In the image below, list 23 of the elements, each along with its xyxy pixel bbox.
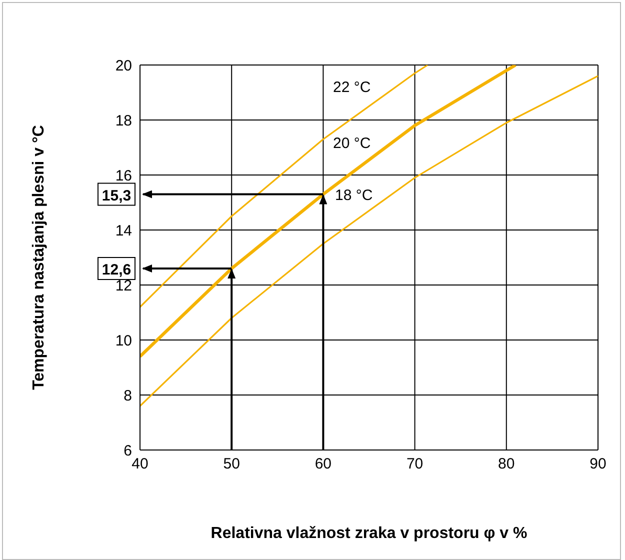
y-tick-label: 8 bbox=[124, 387, 132, 404]
series-label: 20 °C bbox=[333, 135, 371, 152]
y-tick-label: 12 bbox=[115, 277, 132, 294]
y-tick-label: 18 bbox=[115, 112, 132, 130]
y-tick-label: 6 bbox=[124, 442, 132, 460]
annotation: 12,6 bbox=[102, 262, 132, 278]
line-series bbox=[140, 65, 518, 358]
y-axis-title: Temperatura nastajanja plesni v °C bbox=[30, 124, 48, 390]
x-tick-label: 40 bbox=[132, 456, 148, 473]
y-tick-label: 14 bbox=[115, 222, 132, 240]
annotation: 15,3 bbox=[102, 187, 132, 204]
y-tick-label: 10 bbox=[115, 332, 132, 350]
line-series bbox=[140, 75, 598, 407]
x-tick-label: 80 bbox=[498, 456, 515, 473]
x-tick-label: 90 bbox=[590, 456, 606, 473]
x-tick-label: 60 bbox=[314, 456, 332, 473]
x-tick-label: 70 bbox=[406, 456, 424, 473]
x-axis-title: Relativna vlažnost zraka v prostoru φ v % bbox=[210, 525, 528, 542]
series-label: 18 °C bbox=[335, 187, 373, 204]
x-tick-label: 50 bbox=[223, 456, 240, 473]
series-label: 22 °C bbox=[333, 79, 371, 96]
y-tick-label: 20 bbox=[115, 57, 132, 74]
y-tick-label: 16 bbox=[115, 167, 132, 184]
